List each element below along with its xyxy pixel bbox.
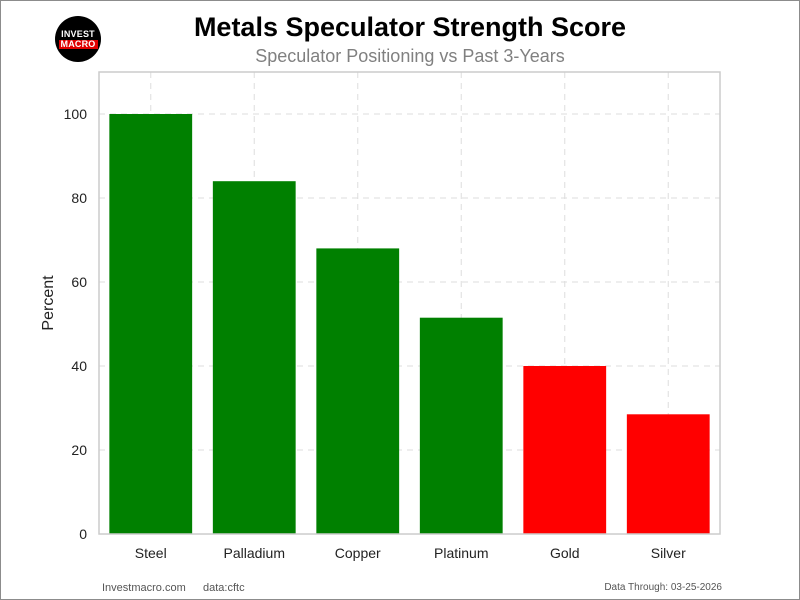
bar-gold	[523, 366, 607, 534]
x-tick-label: Copper	[335, 545, 381, 561]
x-tick-label: Gold	[550, 545, 580, 561]
footer-data-through: Data Through: 03-25-2026	[604, 582, 722, 593]
logo-text-bottom: MACRO	[58, 38, 98, 49]
x-tick-label: Silver	[651, 545, 686, 561]
footer-source: data:cftc	[203, 582, 245, 594]
x-tick-label: Palladium	[224, 545, 285, 561]
y-tick-label: 80	[71, 190, 87, 206]
plot-area	[99, 72, 720, 534]
chart-subtitle: Speculator Positioning vs Past 3-Years	[255, 46, 565, 66]
bar-palladium	[212, 181, 296, 534]
y-tick-label: 40	[71, 358, 87, 374]
bar-silver	[626, 414, 710, 534]
chart-title: Metals Speculator Strength Score	[193, 12, 627, 42]
bar-platinum	[419, 317, 503, 534]
y-tick-label: 60	[71, 274, 87, 290]
y-axis-label: Percent	[40, 275, 57, 331]
bar-copper	[316, 248, 400, 534]
logo-text-top: INVEST	[61, 28, 95, 39]
y-tick-label: 20	[71, 442, 87, 458]
y-tick-label: 100	[64, 106, 88, 122]
y-tick-label: 0	[79, 526, 87, 542]
footer-site: Investmacro.com	[102, 582, 186, 594]
investmacro-logo: INVEST MACRO	[55, 16, 101, 62]
plot-border	[98, 71, 721, 535]
bar-steel	[109, 114, 193, 534]
x-tick-label: Platinum	[434, 545, 488, 561]
x-tick-label: Steel	[135, 545, 167, 561]
